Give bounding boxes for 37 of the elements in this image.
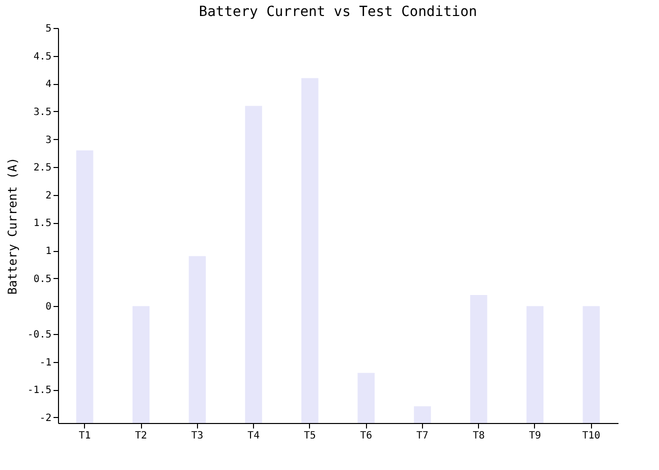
y-tick-label: 4.5 (33, 51, 52, 62)
x-tick-label: T8 (472, 430, 485, 442)
y-tick-label: -0.5 (27, 329, 52, 340)
x-tick-label: T6 (360, 430, 372, 442)
y-tick-label: 0.5 (33, 274, 52, 285)
x-tick-label: T3 (191, 430, 204, 442)
y-tick-label: 2.5 (33, 162, 52, 174)
bar (358, 372, 375, 423)
chart-title: Battery Current vs Test Condition (198, 4, 478, 20)
bar (76, 150, 94, 423)
y-tick-label: 1.5 (33, 218, 52, 230)
x-tick-label: T4 (248, 430, 260, 442)
x-tick-label: T7 (416, 430, 428, 442)
y-axis-title: Battery Current (A) (5, 157, 20, 295)
y-tick-label: 3 (45, 134, 52, 146)
y-tick-label: -1 (39, 357, 52, 368)
y-tick-label: 0 (45, 302, 52, 313)
x-tick-label: T9 (528, 430, 542, 442)
x-tick-label: T5 (304, 430, 316, 442)
bar (526, 306, 544, 423)
x-tick-label: T1 (78, 430, 91, 442)
bar (188, 256, 206, 423)
y-tick-label: 2 (45, 190, 52, 202)
y-tick-label: -2 (39, 412, 52, 424)
y-tick-label: 3.5 (33, 106, 52, 118)
y-tick-label: 1 (45, 246, 52, 258)
y-tick-label: 4 (45, 79, 52, 90)
bar (301, 78, 318, 423)
y-tick-label: -1.5 (27, 385, 52, 396)
bar (414, 406, 431, 423)
bar (132, 306, 150, 423)
bar (582, 306, 600, 423)
x-tick-label: T10 (582, 430, 600, 442)
bar (470, 295, 488, 423)
x-tick-label: T2 (134, 430, 148, 442)
y-tick-label: 5 (45, 24, 52, 34)
bar (245, 106, 262, 423)
